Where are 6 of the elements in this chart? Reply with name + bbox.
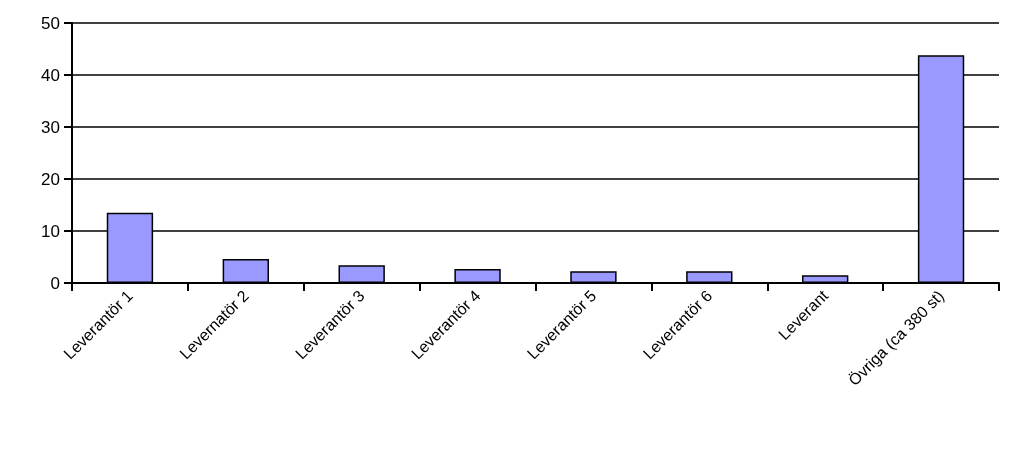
y-tick-label: 50 [41,13,60,33]
y-tick-label: 40 [41,65,60,85]
y-tick-label: 30 [41,117,60,137]
y-tick-label: 0 [50,273,60,293]
y-tick-label: 20 [41,169,60,189]
y-tick-label: 10 [41,221,60,241]
